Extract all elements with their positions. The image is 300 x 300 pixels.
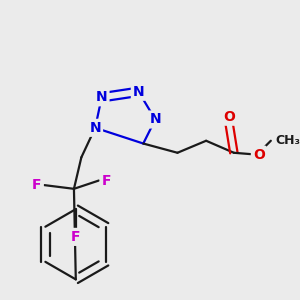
Text: F: F xyxy=(32,178,42,192)
Text: O: O xyxy=(253,148,265,162)
Text: N: N xyxy=(89,121,101,135)
Text: N: N xyxy=(96,90,107,104)
Text: N: N xyxy=(133,85,145,99)
Text: N: N xyxy=(149,112,161,127)
Text: F: F xyxy=(101,173,111,188)
Text: F: F xyxy=(71,230,80,244)
Text: O: O xyxy=(223,110,235,124)
Text: CH₃: CH₃ xyxy=(275,134,300,147)
